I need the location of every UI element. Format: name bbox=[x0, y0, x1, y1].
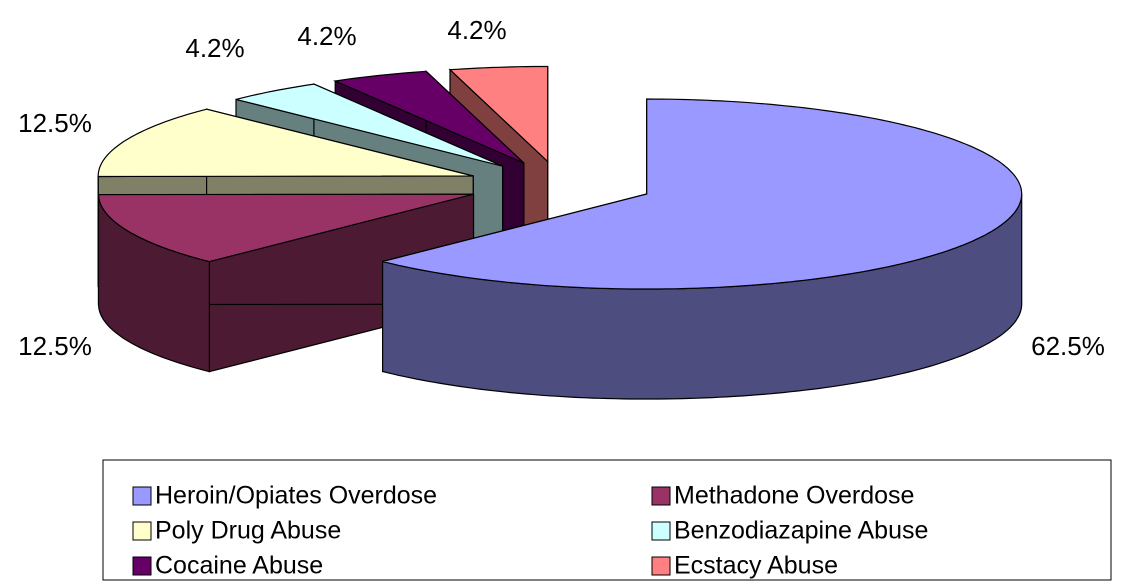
data-label: 62.5% bbox=[1031, 331, 1105, 361]
data-label: 12.5% bbox=[18, 331, 92, 361]
slice bbox=[333, 70, 525, 164]
slice bbox=[97, 108, 474, 178]
data-label: 4.2% bbox=[297, 21, 356, 51]
data-label: 4.2% bbox=[447, 15, 506, 45]
legend-box bbox=[102, 459, 1112, 581]
legend-marker bbox=[651, 521, 671, 541]
legend-marker bbox=[651, 556, 671, 576]
legend-marker bbox=[132, 521, 152, 541]
legend-label: Cocaine Abuse bbox=[155, 552, 323, 580]
slice bbox=[448, 65, 549, 163]
data-label: 4.2% bbox=[185, 33, 244, 63]
legend-marker bbox=[132, 556, 152, 576]
legend-marker bbox=[651, 486, 671, 506]
slice bbox=[235, 83, 503, 167]
legend-label: Poly Drug Abuse bbox=[155, 517, 341, 545]
legend-label: Methadone Overdose bbox=[674, 482, 914, 510]
legend-label: Ecstacy Abuse bbox=[674, 552, 838, 580]
data-label: 12.5% bbox=[18, 108, 92, 138]
legend-label: Benzodiazapine Abuse bbox=[674, 517, 928, 545]
slice bbox=[97, 193, 474, 263]
legend-marker bbox=[132, 486, 152, 506]
slice bbox=[382, 98, 1023, 290]
legend-label: Heroin/Opiates Overdose bbox=[155, 482, 437, 510]
